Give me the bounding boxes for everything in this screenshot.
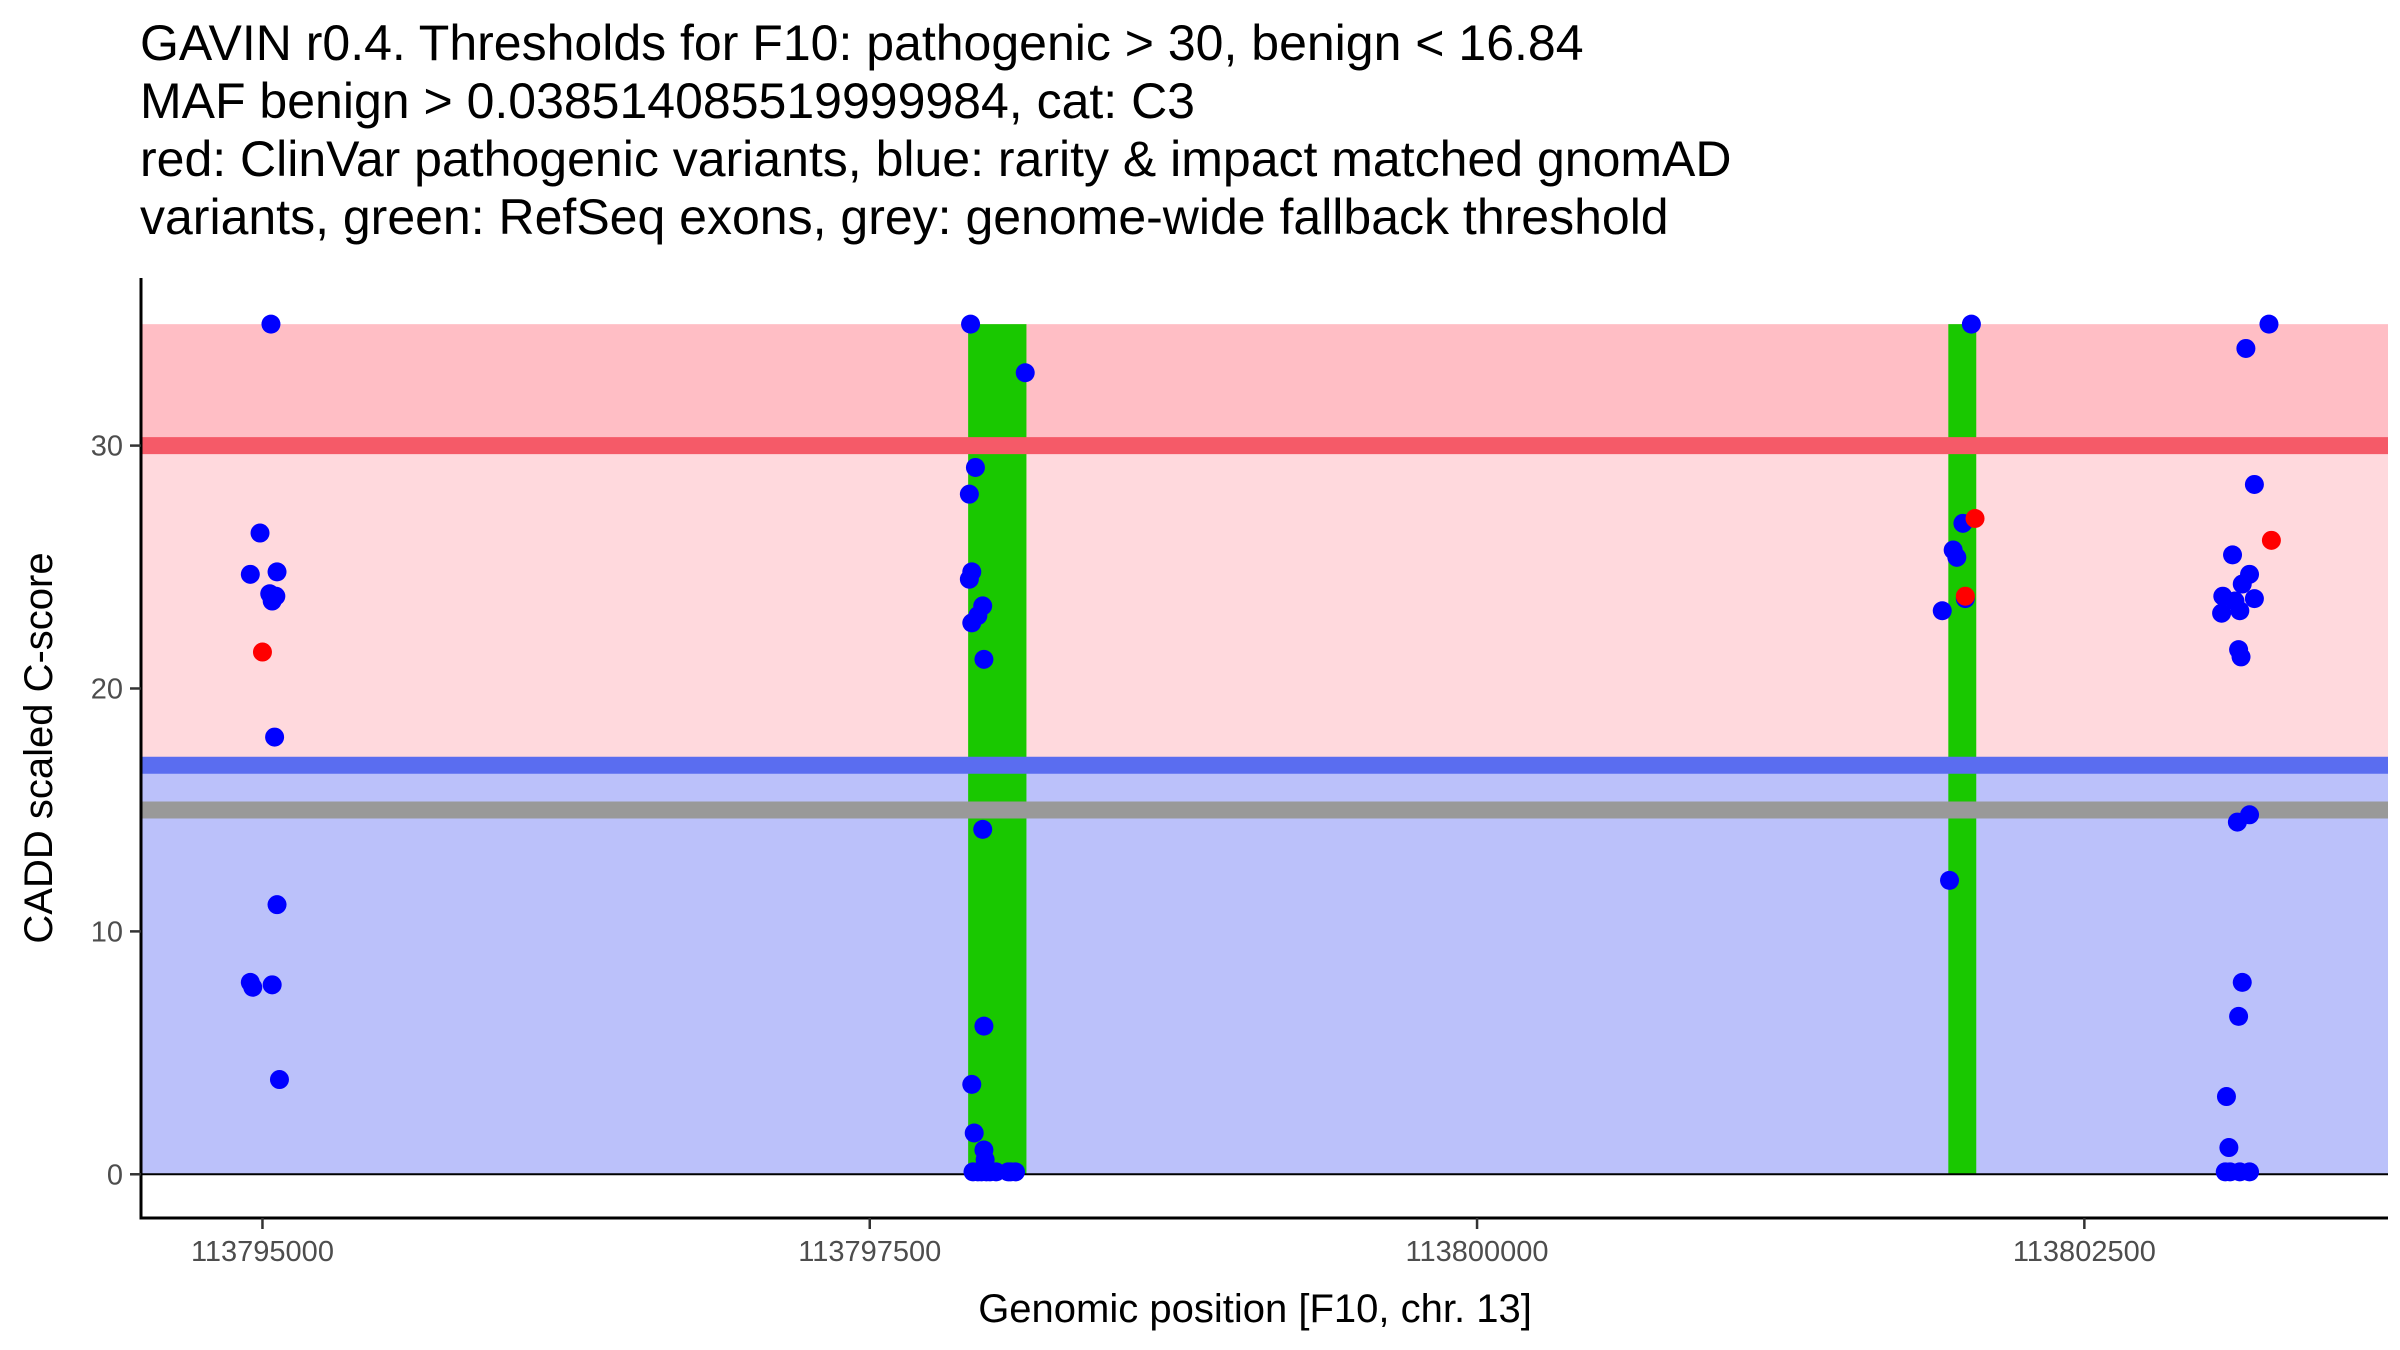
gnomad-point <box>1015 363 1035 383</box>
benign-zone <box>141 765 2388 1175</box>
gnomad-point <box>2240 564 2260 584</box>
gnomad-point <box>973 596 993 616</box>
axes: 0 10 20 30 113795000 113797500 113800000 113802… <box>91 278 2388 1268</box>
gnomad-point <box>974 649 994 669</box>
gnomad-point <box>1932 601 1952 621</box>
gnomad-point <box>962 1074 982 1094</box>
gnomad-point <box>2232 972 2252 992</box>
gnomad-point <box>1940 870 1960 890</box>
gnomad-point <box>959 484 979 504</box>
title-line-2: MAF benign > 0.038514085519999984, cat: … <box>140 73 1195 129</box>
x-axis-title: Genomic position [F10, chr. 13] <box>978 1287 1532 1331</box>
gnomad-point <box>267 562 287 582</box>
gnomad-point <box>2212 603 2232 623</box>
x-tick-label: 113800000 <box>1406 1236 1549 1268</box>
gnomad-point <box>964 1123 984 1143</box>
clinvar-point <box>2261 530 2281 550</box>
title-line-1: GAVIN r0.4. Thresholds for F10: pathogen… <box>140 15 1584 71</box>
gnomad-point <box>2244 474 2264 494</box>
clinvar-point <box>252 642 272 662</box>
gnomad-point <box>243 977 263 997</box>
gnomad-point <box>2240 1162 2260 1182</box>
x-tick-label: 113795000 <box>191 1236 334 1268</box>
y-tick-label: 20 <box>91 673 123 705</box>
gnomad-point <box>973 819 993 839</box>
gnomad-point <box>974 1016 994 1036</box>
gnomad-point <box>2216 1087 2236 1107</box>
gnomad-point <box>2229 1006 2249 1026</box>
gnomad-point <box>965 457 985 477</box>
y-tick-label: 0 <box>107 1159 123 1191</box>
gnomad-point <box>269 1070 289 1090</box>
gnomad-point <box>2213 586 2233 606</box>
chart-title: GAVIN r0.4. Thresholds for F10: pathogen… <box>140 14 1731 246</box>
gnomad-point <box>265 727 285 747</box>
gnomad-point <box>1961 314 1981 334</box>
y-tick-label: 30 <box>91 431 123 463</box>
clinvar-point <box>1955 586 1975 606</box>
gnomad-point <box>250 523 270 543</box>
title-line-3: red: ClinVar pathogenic variants, blue: … <box>140 131 1732 187</box>
gnomad-point <box>2219 1138 2239 1158</box>
gnomad-point <box>2236 338 2256 358</box>
title-line-4: variants, green: RefSeq exons, grey: gen… <box>140 189 1669 245</box>
threshold-lines <box>141 437 2388 1176</box>
pathogenic-upper-zone <box>141 324 2388 446</box>
gnomad-point <box>2231 647 2251 667</box>
gnomad-point <box>1947 547 1967 567</box>
y-axis-title: CADD scaled C-score <box>17 552 61 943</box>
gnomad-point <box>2240 805 2260 825</box>
threshold-zones <box>141 324 2388 1175</box>
gnomad-point <box>2223 545 2243 565</box>
gnomad-point <box>2244 589 2264 609</box>
x-tick-label: 113802500 <box>2013 1236 2156 1268</box>
gnomad-point <box>962 562 982 582</box>
clinvar-point <box>1965 508 1985 528</box>
gnomad-point <box>2230 601 2250 621</box>
gnomad-point <box>261 314 281 334</box>
pathogenic-zone <box>141 445 2388 766</box>
gnomad-point <box>976 1162 996 1182</box>
gnomad-point <box>240 564 260 584</box>
gnomad-point <box>266 586 286 606</box>
x-tick-label: 113797500 <box>798 1236 941 1268</box>
gnomad-point <box>2259 314 2279 334</box>
gnomad-point <box>262 975 282 995</box>
exon-bar-2 <box>1948 324 1977 1175</box>
data-points <box>240 314 2281 1182</box>
gnomad-point <box>961 314 981 334</box>
gnomad-point <box>267 895 287 915</box>
gnomad-point <box>1001 1162 1021 1182</box>
y-tick-label: 10 <box>91 916 123 948</box>
